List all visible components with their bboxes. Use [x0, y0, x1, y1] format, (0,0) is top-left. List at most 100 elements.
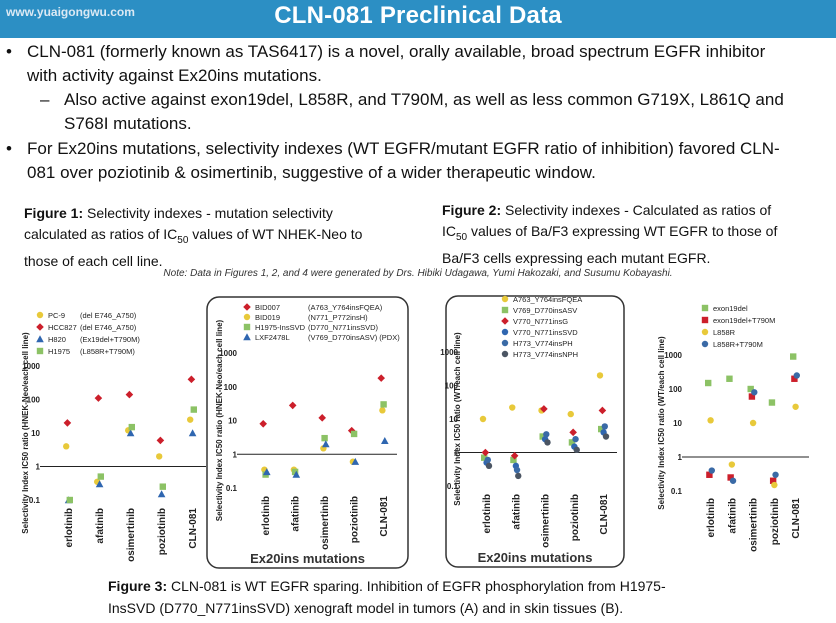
chart-3-data-point [569, 428, 577, 437]
figure-2-text-3: Ba/F3 cells expressing each mutant EGFR. [442, 249, 711, 266]
chart-4-legend-label: exon19del+T790M [713, 316, 775, 325]
bullet-2-line-1: For Ex20ins mutations, selectivity index… [27, 139, 780, 158]
chart-3-y-tick-label: 0.1 [447, 482, 459, 491]
chart-4-data-point [728, 461, 736, 468]
chart-4-legend-label: exon19del [713, 304, 748, 313]
chart-3-group-box [445, 295, 625, 568]
chart-4-data-point [707, 417, 714, 424]
chart-2-data-point [321, 434, 328, 442]
chart-3-data-point [543, 431, 550, 438]
chart-4-data-point [727, 474, 734, 481]
chart-4-y-tick-label: 1 [678, 453, 683, 462]
chart-1-data-point [66, 496, 73, 504]
chart-4-data-point [769, 477, 777, 484]
chart-3-data-point [598, 406, 607, 415]
chart-3-data-point [481, 454, 488, 461]
chart-3-data-point [572, 435, 579, 443]
chart-4-legend-marker [701, 304, 709, 312]
chart-4-data-point [792, 403, 799, 410]
chart-1-x-tick-label: poziotinib [157, 508, 168, 555]
chart-4-x-tick-label: poziotinib [770, 498, 781, 545]
figure-2-caption: Figure 2: Selectivity indexes - Calculat… [442, 200, 822, 269]
figure-1-label: Figure 1: [24, 205, 84, 221]
chart-1-y-tick-label: 1000 [22, 362, 40, 371]
chart-1-y-tick-label: 100 [27, 396, 41, 405]
chart-4-legend-label: L858R+T790M [713, 340, 763, 349]
chart-2-data-point [351, 457, 360, 465]
chart-4-data-point [747, 385, 754, 393]
chart-4-x-tick-label: afatinib [727, 498, 738, 534]
chart-1-x-tick-label: CLN-081 [188, 508, 199, 549]
chart-4-y-axis-label: Selectivity Index IC50 ratio (WT/each ce… [657, 336, 666, 510]
chart-1-data-point [190, 406, 197, 413]
chart-1-data-point [62, 443, 70, 450]
chart-2-x-tick-label: afatinib [291, 496, 302, 532]
chart-2-data-point [377, 374, 385, 382]
chart-3-data-point [540, 405, 548, 413]
chart-4-y-tick-label: 10 [673, 419, 682, 428]
figure-2-text-2b: values of Ba/F3 expressing WT EGFR to th… [467, 223, 778, 239]
chart-3-data-point [573, 446, 580, 454]
chart-3-y-tick-label: 1 [454, 449, 459, 458]
chart-2-x-tick-label: CLN-081 [379, 496, 390, 537]
chart-2-group-label: Ex20ins mutations [250, 551, 365, 566]
chart-1-y-axis-label: Selectivity Index IC50 ratio (HNEK-Neo/e… [21, 332, 30, 534]
chart-3-legend-label: V770_N771insSVD [513, 328, 578, 337]
chart-4-legend-marker [701, 316, 709, 324]
chart-3-x-tick-label: erlotinib [482, 494, 493, 533]
chart-2-legend-mutation: (V769_D770insASV) (PDX) [308, 333, 400, 342]
chart-3-data-point [481, 448, 490, 457]
chart-2-x-tick-label: poziotinib [350, 496, 361, 543]
chart-1-data-point [95, 480, 104, 488]
chart-3-data-point [484, 456, 491, 464]
chart-4-legend-marker [701, 340, 709, 348]
chart-1-y-tick-label: 1 [36, 463, 41, 472]
chart-1-legend-marker [36, 347, 44, 355]
chart-1-data-point [157, 490, 166, 498]
chart-2-data-point [380, 401, 387, 408]
chart-4-data-point [705, 379, 712, 387]
chart-4-data-point [749, 419, 757, 427]
chart-3-x-tick-label: CLN-081 [599, 494, 610, 535]
chart-3-legend-marker [501, 306, 509, 314]
chart-4-data-point [772, 471, 779, 478]
chart-4-data-point [708, 467, 715, 474]
chart-4-y-tick-label: 1000 [664, 351, 682, 360]
chart-4-x-tick-label: CLN-081 [791, 498, 802, 539]
chart-2-legend-marker [243, 303, 251, 311]
chart-3-data-point [509, 404, 516, 411]
sub-bullet-line-2: S768I mutations. [64, 114, 192, 133]
chart-4-data-point [729, 477, 737, 484]
chart-2-data-point [379, 407, 386, 414]
chart-1-legend-marker [36, 311, 44, 319]
chart-2-y-tick-label: 0.1 [226, 484, 238, 493]
chart-3-data-point [601, 423, 608, 430]
chart-2-data-point [291, 468, 299, 476]
bullet-2-line-2: 081 over poziotinib & osimertinib, sugge… [27, 163, 596, 182]
chart-4-data-point [768, 399, 776, 406]
chart-1-legend-marker [36, 323, 44, 331]
chart-3-data-point [539, 433, 546, 440]
chart-3-data-point [510, 451, 519, 460]
chart-4-data-point [751, 389, 758, 396]
chart-3-legend-label: H773_V774insNPH [513, 350, 578, 359]
chart-1-data-point [156, 453, 163, 460]
chart-3-legend-marker [501, 328, 509, 336]
chart-3-x-tick-label: poziotinib [570, 494, 581, 541]
chart-3-data-point [510, 456, 517, 464]
chart-3-legend-marker [501, 317, 509, 325]
chart-1-data-point [126, 429, 135, 437]
chart-4-data-point [793, 372, 800, 379]
chart-2-data-point [322, 440, 330, 448]
chart-2-y-tick-label: 10 [228, 417, 237, 426]
chart-1-data-point [97, 473, 104, 480]
chart-1-x-tick-label: erlotinib [64, 508, 75, 547]
sub-bullet-marker: – [40, 90, 50, 109]
chart-3-legend-marker [501, 350, 509, 358]
bullet-marker: • [6, 42, 12, 61]
chart-3-x-tick-label: osimertinib [541, 494, 552, 548]
chart-3-data-point [596, 372, 604, 379]
figure-2-text-2sub: 50 [456, 231, 468, 243]
chart-3-data-point [567, 410, 574, 418]
chart-1-legend-mutation: (Ex19del+T790M) [80, 335, 140, 344]
